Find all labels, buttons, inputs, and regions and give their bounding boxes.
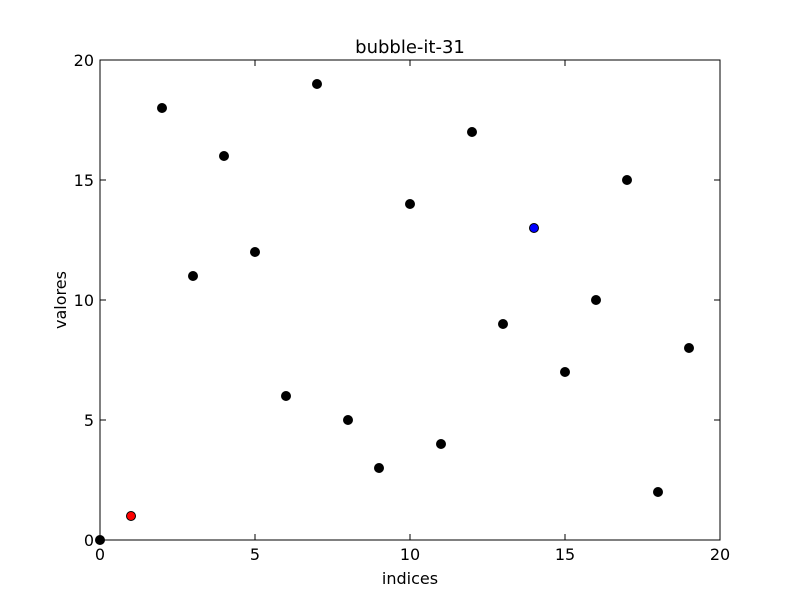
data-point [95,535,105,545]
x-tick-label: 20 [710,545,730,564]
data-point [281,391,291,401]
y-tick-label: 5 [84,411,94,430]
y-tick-label: 15 [74,171,94,190]
data-points [95,79,694,545]
data-point [436,439,446,449]
data-point [405,199,415,209]
data-point [684,343,694,353]
data-point [498,319,508,329]
x-axis: 0 5 10 15 20 [95,60,730,564]
x-tick-label: 0 [95,545,105,564]
data-point [591,295,601,305]
x-tick-label: 5 [250,545,260,564]
y-tick-label: 10 [74,291,94,310]
x-tick-label: 15 [555,545,575,564]
y-tick-label: 0 [84,531,94,550]
data-point [188,271,198,281]
data-point [529,223,539,233]
data-point [467,127,477,137]
data-point [653,487,663,497]
x-tick-label: 10 [400,545,420,564]
y-axis-label: valores [51,271,70,329]
data-point [343,415,353,425]
data-point [219,151,229,161]
data-point [622,175,632,185]
plot-area [99,59,721,541]
data-point [250,247,260,257]
data-point [157,103,167,113]
y-axis: 0 5 10 15 20 [74,51,720,550]
x-axis-label: indices [382,569,438,588]
data-point [374,463,384,473]
data-point [126,511,136,521]
data-point [560,367,570,377]
chart-title: bubble-it-31 [355,37,465,58]
y-tick-label: 20 [74,51,94,70]
data-point [312,79,322,89]
